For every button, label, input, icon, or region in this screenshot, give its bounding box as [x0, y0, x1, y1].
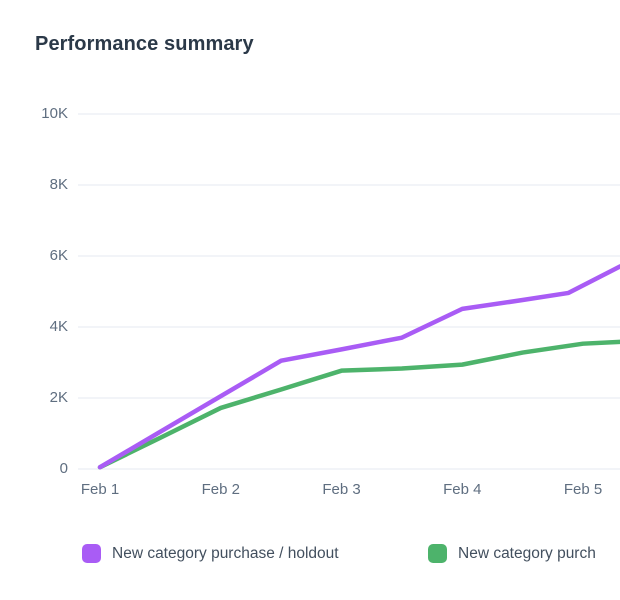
legend-item-label: New category purch: [458, 545, 596, 562]
series-line-new-category-purchase-holdout: [97, 264, 620, 470]
legend-item-1[interactable]: New category purchase / holdout: [82, 544, 339, 563]
y-tick-2K: 2K: [49, 389, 68, 406]
y-tick-8K: 8K: [49, 176, 68, 193]
x-tick-feb-2: Feb 2: [201, 481, 240, 498]
x-tick-feb-1: Feb 1: [80, 481, 120, 498]
gridlines: [78, 113, 620, 470]
y-tick-6K: 6K: [49, 247, 68, 264]
legend-color-swatch-icon: [82, 544, 101, 563]
y-tick-0: 0: [59, 460, 68, 477]
legend-color-swatch-icon: [428, 544, 447, 563]
chart-title: Performance summary: [35, 33, 254, 55]
x-tick-feb-4: Feb 4: [443, 481, 482, 498]
legend-item-label: New category purchase / holdout: [112, 545, 339, 562]
y-tick-10K: 10K: [41, 105, 68, 122]
series-line-new-category-purch: [97, 339, 620, 470]
x-tick-feb-5: Feb 5: [563, 481, 603, 498]
y-tick-4K: 4K: [49, 318, 68, 335]
x-tick-feb-3: Feb 3: [322, 481, 361, 498]
legend-item-2[interactable]: New category purch: [428, 544, 596, 563]
